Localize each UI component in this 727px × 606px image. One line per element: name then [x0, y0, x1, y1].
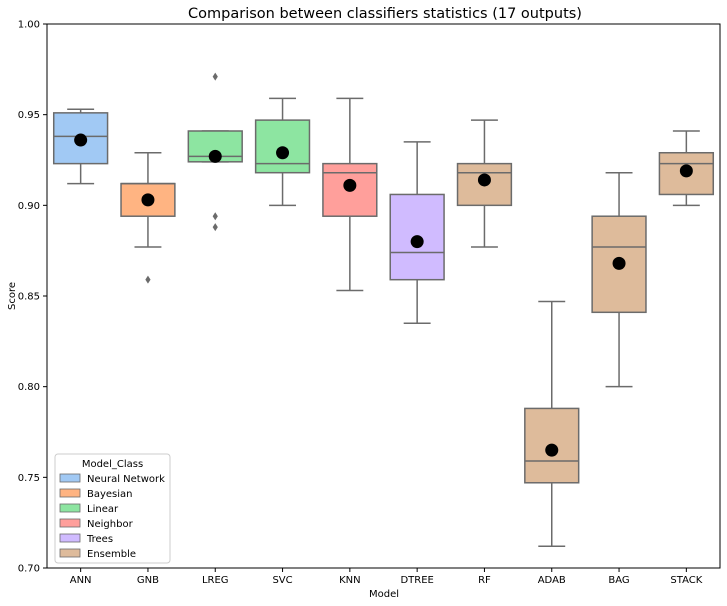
y-axis: 0.70 0.75 0.80 0.85 0.90 0.95 1.00 — [18, 20, 47, 575]
box-bag — [591, 171, 647, 388]
legend-swatch — [59, 473, 81, 483]
legend-swatch — [59, 533, 81, 543]
mean-marker — [612, 256, 626, 270]
outlier-point — [212, 212, 218, 221]
legend-entry-label: Neighbor — [87, 519, 134, 530]
y-tick-label: 0.75 — [18, 473, 40, 484]
box-lreg — [187, 72, 243, 232]
legend-entry-label: Ensemble — [87, 549, 136, 560]
x-tick-label: KNN — [339, 575, 361, 586]
legend-swatch — [59, 518, 81, 528]
x-tick-label: DTREE — [400, 575, 433, 586]
outlier-point — [212, 72, 218, 81]
legend-swatch — [59, 488, 81, 498]
x-tick-label: BAG — [608, 575, 629, 586]
mean-marker — [410, 235, 424, 249]
mean-marker — [208, 149, 222, 163]
mean-marker — [141, 193, 155, 207]
box-stack — [658, 130, 715, 207]
y-axis-label: Score — [7, 282, 18, 310]
legend-entry-label: Trees — [86, 534, 113, 545]
y-tick-label: 0.80 — [18, 382, 40, 393]
y-tick-label: 0.85 — [18, 292, 40, 303]
legend-frame — [54, 453, 171, 564]
box-svc — [254, 97, 311, 207]
box-rf — [456, 119, 513, 248]
outlier-point — [212, 223, 218, 232]
x-tick-label: ADAB — [538, 575, 566, 586]
mean-marker — [74, 133, 88, 147]
legend: Model_Class Neural Network Bayesian Linear N… — [54, 453, 171, 564]
legend-entry-label: Bayesian — [87, 489, 133, 500]
mean-marker — [343, 178, 357, 192]
box-dtree — [389, 141, 445, 324]
x-tick-label: SVC — [272, 575, 292, 586]
y-tick-label: 0.70 — [18, 564, 40, 575]
x-axis: ANN GNB LREG SVC KNN DTREE RF ADAB BAG STACK — [70, 568, 703, 586]
y-tick-label: 0.95 — [18, 110, 40, 121]
box-gnb — [120, 151, 176, 284]
chart-title: Comparison between classifiers statistic… — [188, 6, 582, 22]
mean-marker — [545, 443, 559, 457]
x-tick-label: RF — [478, 575, 491, 586]
outlier-point — [145, 275, 151, 284]
legend-swatch — [59, 503, 81, 513]
x-tick-label: GNB — [137, 575, 159, 586]
mean-marker — [477, 173, 491, 187]
x-tick-label: STACK — [670, 575, 702, 586]
legend-title: Model_Class — [82, 459, 143, 470]
boxes — [52, 72, 715, 547]
x-axis-label: Model — [369, 589, 399, 600]
y-tick-label: 0.90 — [18, 201, 40, 212]
box-iqr — [524, 407, 580, 484]
x-tick-label: ANN — [70, 575, 92, 586]
mean-marker — [679, 164, 693, 178]
x-tick-label: LREG — [202, 575, 229, 586]
mean-marker — [276, 146, 290, 160]
legend-swatch — [59, 548, 81, 558]
box-ann — [52, 108, 109, 185]
legend-entry-label: Neural Network — [87, 474, 165, 485]
y-tick-label: 1.00 — [18, 20, 40, 31]
legend-entry-label: Linear — [87, 504, 119, 515]
box-adab — [524, 300, 580, 547]
box-knn — [322, 97, 378, 292]
